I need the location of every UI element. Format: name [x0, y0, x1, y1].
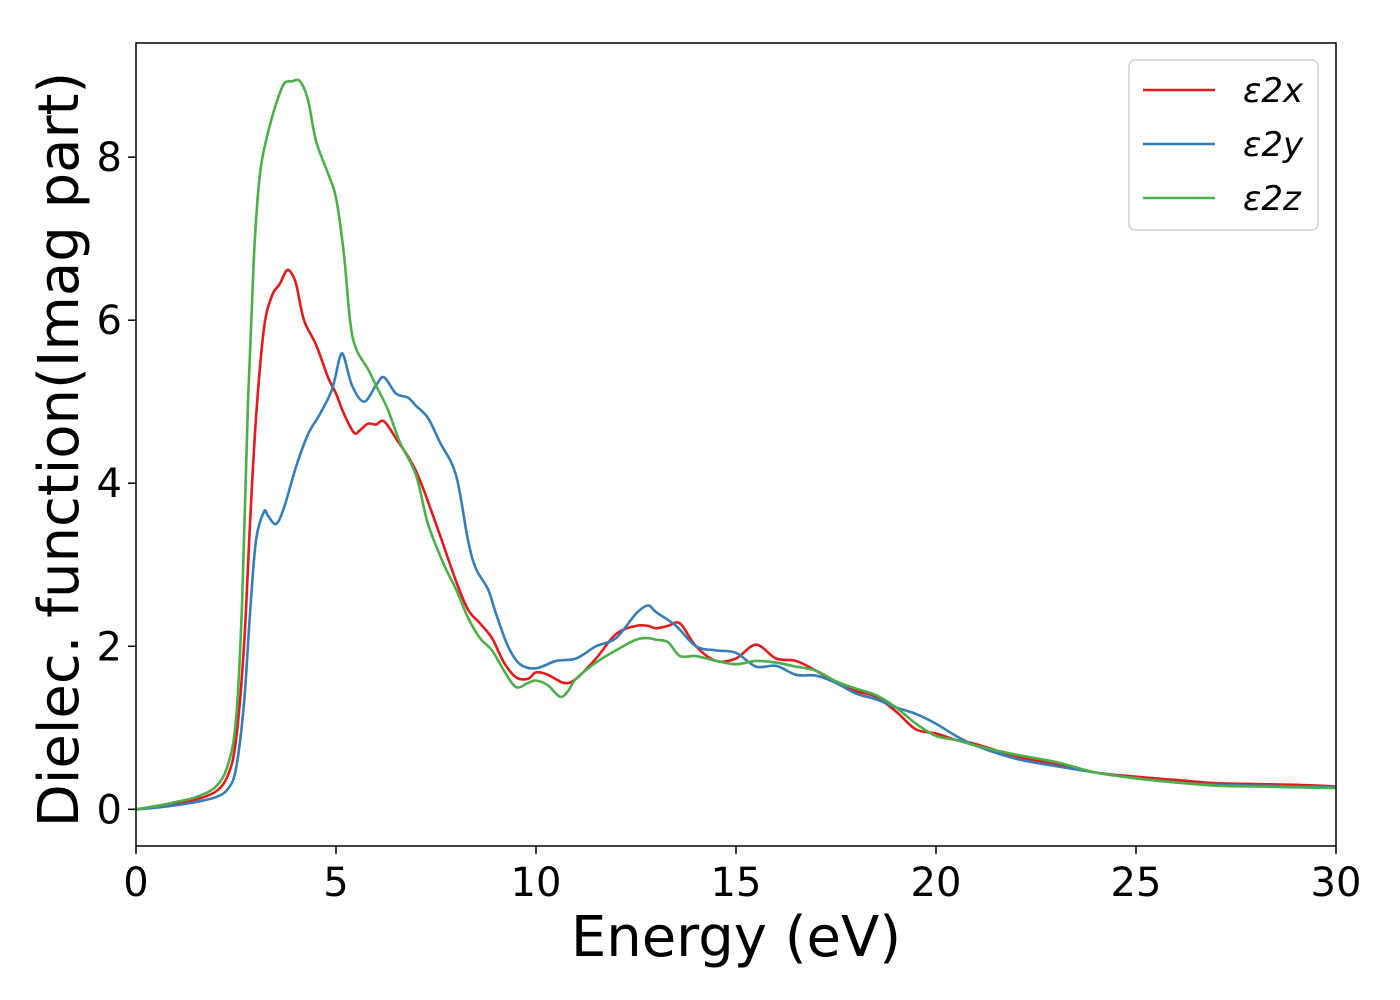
x-tick-label: 25: [1111, 860, 1162, 906]
y-tick-label: 2: [97, 624, 122, 670]
legend-label-1: ε2y: [1243, 125, 1304, 165]
legend-label-0: ε2x: [1243, 71, 1304, 111]
plot-area: [136, 78, 1336, 811]
legend-box: [1128, 59, 1319, 231]
legend-label-2: ε2z: [1243, 179, 1302, 219]
x-tick-label: 20: [911, 860, 962, 906]
x-tick-label: 30: [1311, 860, 1362, 906]
axis-ticks: 0 5 10 15 20 25 30 0 2 4 6 8: [97, 135, 1362, 906]
y-tick-label: 4: [97, 461, 122, 507]
x-tick-label: 15: [711, 860, 762, 906]
series-line-2: [136, 78, 1336, 811]
x-tick-label: 5: [323, 860, 348, 906]
x-tick-label: 0: [123, 860, 148, 906]
legend: ε2x ε2y ε2z: [1128, 59, 1319, 231]
y-tick-label: 6: [97, 298, 122, 344]
y-axis-label: Dielec. function(Imag part): [27, 72, 92, 828]
plot-frame: [135, 42, 1337, 847]
series-line-1: [136, 351, 1336, 811]
series-line-0: [136, 268, 1336, 811]
x-axis-label: Energy (eV): [571, 905, 901, 970]
x-tick-label: 10: [511, 860, 562, 906]
y-tick-label: 8: [97, 135, 122, 181]
y-tick-label: 0: [97, 787, 122, 833]
